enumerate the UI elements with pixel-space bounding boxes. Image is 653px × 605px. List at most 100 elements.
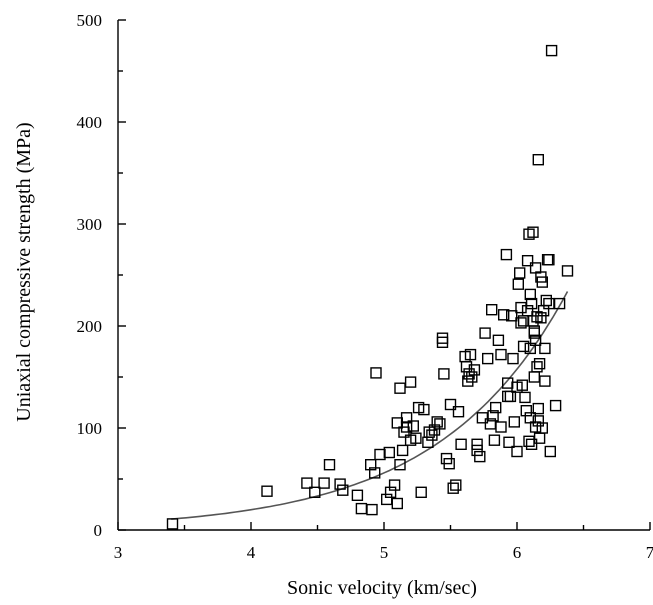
data-point <box>527 226 539 238</box>
x-tick-label: 5 <box>380 543 389 562</box>
data-point <box>383 446 395 459</box>
data-point <box>528 327 540 339</box>
data-point <box>471 438 483 450</box>
y-tick-label: 300 <box>77 215 103 234</box>
data-point <box>337 484 349 496</box>
data-point <box>422 436 434 448</box>
data-point <box>391 417 403 429</box>
data-point <box>394 382 406 394</box>
data-point <box>374 448 386 461</box>
data-point <box>492 334 505 346</box>
y-tick-label: 100 <box>77 419 103 438</box>
data-point <box>500 248 513 261</box>
data-point <box>532 402 544 415</box>
data-point <box>323 459 336 471</box>
data-point <box>400 412 413 424</box>
data-point <box>474 450 486 463</box>
fit-curve <box>171 291 569 520</box>
data-point <box>370 367 382 379</box>
data-point <box>535 312 547 324</box>
data-point <box>464 348 477 361</box>
data-point <box>533 358 546 370</box>
y-tick-label: 400 <box>77 113 103 132</box>
data-point <box>543 253 555 266</box>
data-point <box>438 368 450 380</box>
data-point <box>381 493 393 506</box>
data-points <box>166 44 574 530</box>
data-point <box>523 228 535 240</box>
data-point <box>495 421 507 433</box>
data-point <box>539 375 551 387</box>
data-point <box>545 44 558 57</box>
data-point <box>166 518 179 530</box>
data-point <box>309 486 321 498</box>
data-point <box>561 265 574 277</box>
data-point <box>444 398 457 411</box>
data-point <box>528 371 540 383</box>
data-point <box>520 405 532 417</box>
data-point <box>431 416 443 428</box>
data-point <box>544 445 556 458</box>
data-point <box>388 479 401 491</box>
axes: 0 100 200 300 400 500 3 4 5 6 7 <box>77 11 653 562</box>
data-point <box>436 332 449 344</box>
data-point <box>452 406 465 418</box>
x-tick-label: 7 <box>646 543 653 562</box>
data-point <box>517 340 530 353</box>
data-point <box>468 364 481 376</box>
data-point <box>434 418 446 430</box>
data-point <box>355 502 368 515</box>
data-point <box>540 294 552 307</box>
data-point <box>334 478 346 490</box>
data-point <box>536 422 548 434</box>
data-point <box>511 381 523 393</box>
data-point <box>400 421 413 433</box>
data-point <box>407 420 419 432</box>
data-point <box>503 436 515 448</box>
data-point <box>301 477 313 489</box>
data-point <box>394 459 406 471</box>
data-point <box>514 267 526 279</box>
data-point <box>482 352 494 365</box>
data-point <box>488 434 501 446</box>
data-point <box>508 416 520 428</box>
data-point <box>391 497 403 510</box>
data-point <box>498 309 510 321</box>
data-point <box>531 361 543 373</box>
data-point <box>410 432 422 444</box>
x-axis-title: Sonic velocity (km/sec) <box>287 577 477 599</box>
data-point <box>466 371 478 383</box>
data-point <box>512 278 524 290</box>
data-point <box>529 334 542 346</box>
data-point <box>506 310 518 322</box>
data-point <box>479 327 491 339</box>
data-point <box>517 315 530 327</box>
data-point <box>351 489 364 501</box>
data-point <box>553 297 566 310</box>
x-tick-label: 4 <box>247 543 256 562</box>
data-point <box>521 305 534 317</box>
data-point <box>529 421 542 433</box>
data-point <box>531 311 543 323</box>
data-point <box>476 412 489 424</box>
x-tick-label: 3 <box>114 543 123 562</box>
data-point <box>261 485 273 497</box>
data-point <box>418 403 430 416</box>
data-point <box>486 304 498 316</box>
y-tick-label: 200 <box>77 317 103 336</box>
data-point <box>436 336 449 348</box>
y-tick-label: 0 <box>94 521 103 540</box>
y-tick-label: 500 <box>77 11 103 30</box>
data-point <box>532 415 544 427</box>
data-point <box>502 377 514 389</box>
x-tick-label: 6 <box>513 543 522 562</box>
data-point <box>404 376 417 388</box>
data-point <box>443 458 455 470</box>
data-point <box>369 467 381 479</box>
data-point <box>507 352 519 365</box>
data-point <box>549 399 562 412</box>
data-point <box>536 276 548 288</box>
data-point <box>415 486 427 498</box>
data-point <box>455 438 467 450</box>
